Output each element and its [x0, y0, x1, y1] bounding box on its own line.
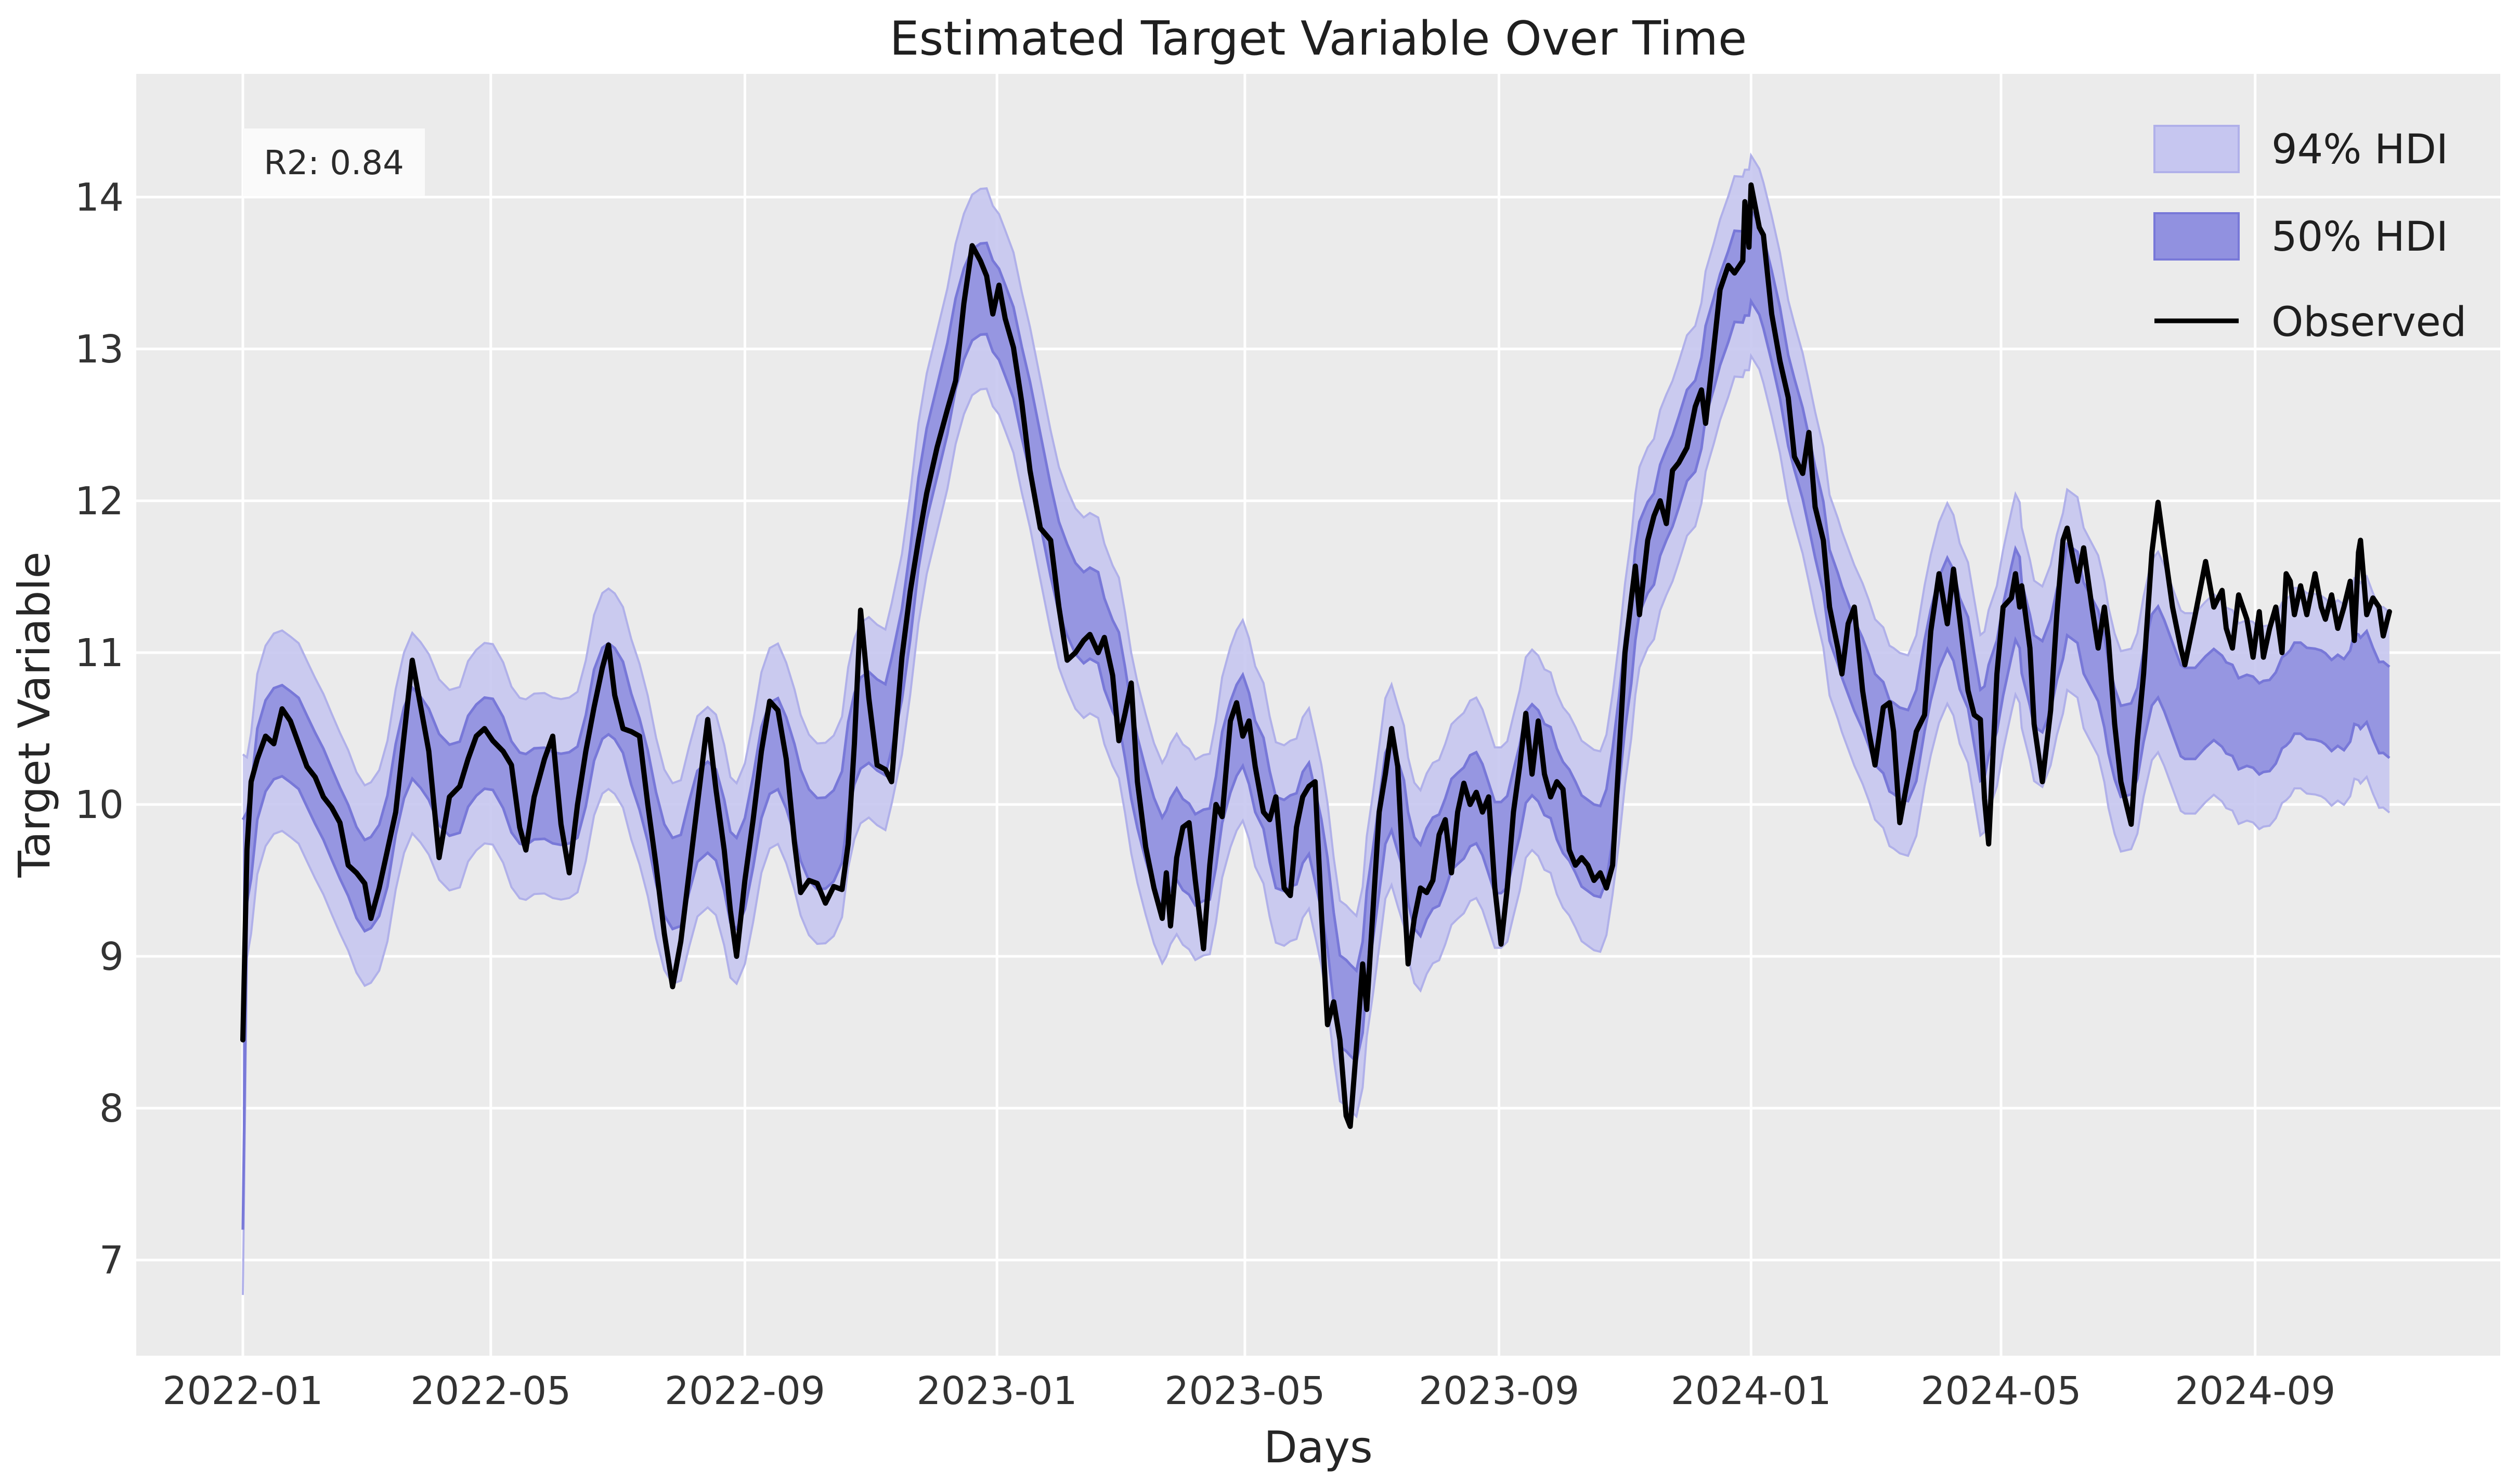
hdi94-band-upper-edge [242, 152, 2391, 918]
x-tick-label: 2023-01 [917, 1369, 1077, 1413]
y-axis-label: Target Variable [9, 552, 60, 878]
r2-annotation: R2: 0.84 [243, 128, 425, 196]
y-tick-label: 7 [99, 1238, 124, 1283]
y-tick-label: 10 [75, 783, 124, 827]
y-tick-label: 13 [75, 327, 124, 372]
y-axis-ticks: 7 8 9 10 11 12 13 14 [75, 175, 124, 1283]
x-tick-label: 2024-09 [2175, 1369, 2335, 1413]
x-tick-label: 2024-05 [1920, 1369, 2081, 1413]
x-tick-label: 2022-05 [410, 1369, 571, 1413]
y-tick-label: 8 [99, 1086, 124, 1131]
x-tick-label: 2023-09 [1419, 1369, 1579, 1413]
observed-line [240, 182, 2392, 1129]
hdi50-band-upper-edge [241, 206, 2391, 973]
x-tick-label: 2022-09 [665, 1369, 825, 1413]
x-tick-label: 2022-01 [162, 1369, 323, 1413]
hdi94-band [243, 155, 2389, 1295]
r2-annotation-box [243, 128, 425, 196]
x-axis-label: Days [1264, 1422, 1373, 1473]
y-tick-label: 11 [75, 631, 124, 676]
legend-item-observed[interactable]: Observed [2154, 299, 2466, 346]
hdi94-swatch [2153, 125, 2240, 173]
y-tick-label: 12 [75, 479, 124, 524]
gridlines [136, 74, 2500, 1356]
legend-label-observed: Observed [2271, 299, 2466, 346]
y-tick-label: 9 [99, 934, 124, 979]
hdi50-swatch [2153, 212, 2240, 261]
chart-title: Estimated Target Variable Over Time [890, 11, 1747, 66]
legend-item-hdi94[interactable]: 94% HDI [2153, 125, 2448, 173]
x-axis-ticks: 2022-01 2022-05 2022-09 2023-01 2023-05 2023-… [162, 1369, 2335, 1413]
y-tick-label: 14 [75, 175, 124, 220]
r2-annotation-text: R2: 0.84 [264, 144, 404, 183]
legend-label-hdi94: 94% HDI [2271, 126, 2448, 173]
x-tick-label: 2023-05 [1164, 1369, 1325, 1413]
x-tick-label: 2024-01 [1671, 1369, 1831, 1413]
legend-item-hdi50[interactable]: 50% HDI [2153, 212, 2448, 261]
legend: 94% HDI 50% HDI Observed [2153, 125, 2466, 346]
legend-label-hdi50: 50% HDI [2271, 214, 2448, 261]
